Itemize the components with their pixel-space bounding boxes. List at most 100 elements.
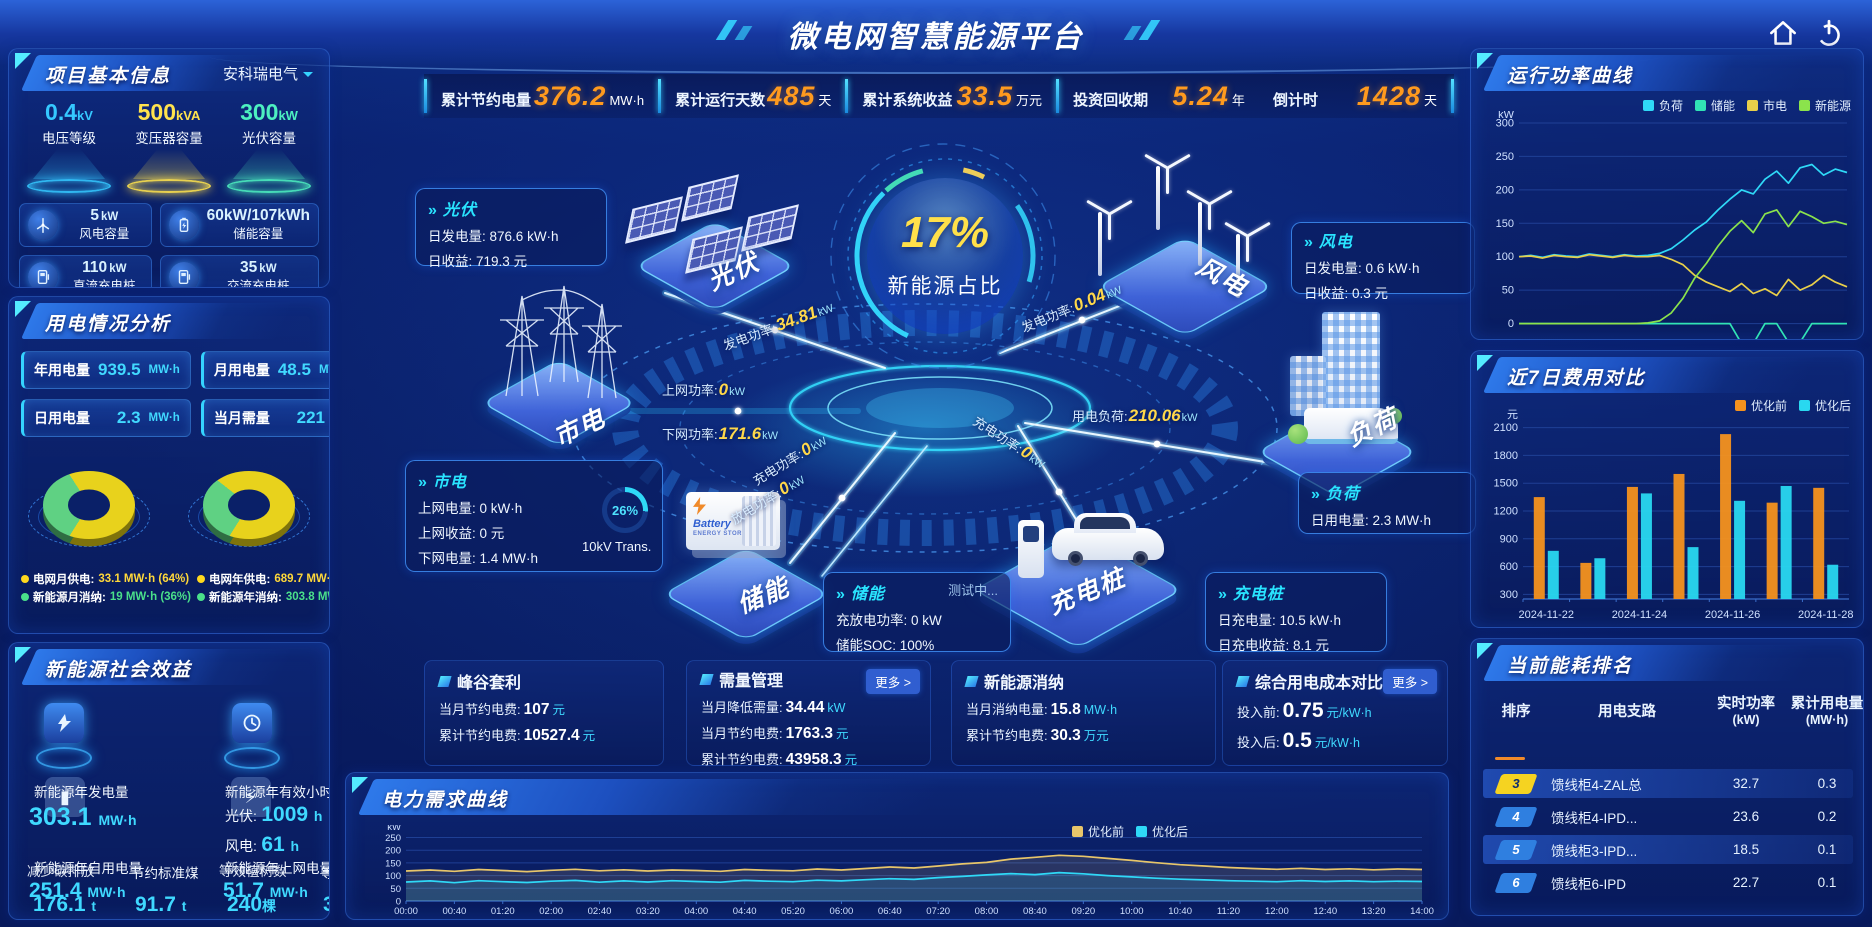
rank-badge: 5 [1494,839,1538,860]
diagram-decor [572,143,1293,579]
legend-grid-month: 电网月供电: 33.1 MW·h (64%) [21,571,191,587]
benefit-trees-value: 240棵 [227,893,277,916]
svg-text:04:00: 04:00 [684,906,708,917]
svg-text:02:40: 02:40 [588,906,612,917]
more-button[interactable]: 更多 > [866,669,920,694]
company-dropdown[interactable]: 安科瑞电气 [223,63,313,84]
legend-item: 优化后 [1798,397,1851,414]
panel-title: 当前能耗排名 [1507,656,1634,677]
svg-text:06:40: 06:40 [878,906,902,917]
panel-demand-curve: 电力需求曲线 优化前 优化后 250 200 150 100 50 0 kW 00:00 00:4… [345,772,1449,920]
legend-item: 负荷 [1642,97,1683,114]
svg-text:08:40: 08:40 [1023,906,1047,917]
panel-title: 运行功率曲线 [1507,66,1634,87]
supply-donuts [9,437,329,559]
kpi-icon [699,673,714,685]
kpi-demand-mgmt: 需量管理 更多 > 当月降低需量: 34.44 kW 当月节约电费: 1763.3 元累计… [686,660,931,768]
card-ac-charger: 35 kW 交流充电桩 [159,255,319,287]
legend-swatch [1071,826,1083,837]
svg-text:600: 600 [1500,561,1518,573]
flow-feed-in: 上网功率:0kW [662,380,745,399]
demand-legend: 优化前 优化后 [1071,823,1188,840]
charger-info-box: » 充电桩 日充电量: 10.5 kW·h 日充电收益: 8.1 元 [1205,572,1387,653]
svg-text:100: 100 [385,871,401,882]
donut-month [24,451,154,559]
ranking-row[interactable]: 6 馈线柜6-IPD 22.7 0.1 [1483,868,1853,897]
kpi-peak-valley: 峰谷套利 当月节约电费: 107 元累计节约电费: 10527.4 元 [424,660,664,766]
svg-text:250: 250 [1496,151,1514,163]
legend-renew-month: 新能源月消纳: 19 MW·h (36%) [21,589,191,605]
svg-text:kW: kW [387,825,401,833]
ranking-row[interactable]: 5 馈线柜3-IPD... 18.5 0.1 [1483,835,1853,864]
benefit-hours-label: 新能源年有效小时数 [225,785,329,800]
kpi-row: 当月节约电费: 107 元 [439,701,566,718]
power-icon[interactable] [1812,16,1846,50]
svg-text:0: 0 [396,897,401,908]
panel-title: 用电情况分析 [45,314,172,335]
ranking-rows: 3 馈线柜4-ZAL总 32.7 0.3 4 馈线柜4-IPD... 23.6 0.2 5 馈线柜… [1483,769,1853,901]
svg-text:200: 200 [385,846,401,857]
kpi-row: 当月降低需量: 34.44 kW [701,699,846,716]
svg-text:250: 250 [385,833,401,844]
ranking-scroll-indicator [1495,757,1525,760]
charging-pile-illustration [1018,520,1044,578]
benefit-cert-label: 等效绿证数 [321,862,329,883]
donut-legend: 电网月供电:33.1 MW·h (64%) 电网年供电:689.7 MW·h (… [9,559,329,605]
svg-text:08:00: 08:00 [975,906,999,917]
kpi-row: 累计节约电费: 10527.4 元 [439,727,596,744]
benefit-gen-value: 303.1 MW·h [29,803,137,831]
ranking-row[interactable]: 3 馈线柜4-ZAL总 32.7 0.3 [1483,769,1853,798]
donut-year [184,451,314,559]
hours-icon [221,703,283,769]
kpi-row: 累计节约电费: 30.3 万元 [966,727,1109,744]
card-storage-capacity: 60kW/107kWh 储能容量 [159,203,319,247]
svg-text:2024-11-26: 2024-11-26 [1705,609,1760,621]
svg-text:1200: 1200 [1494,506,1518,518]
legend-item: 市电 [1746,97,1787,114]
ranking-header: 排序 用电支路 实时功率 (kW) 累计用电量 (MW·h) [1501,696,1864,728]
panel-energy-ranking: 当前能耗排名 排序 用电支路 实时功率 (kW) 累计用电量 (MW·h) 3 馈线柜… [1470,638,1864,916]
kpi-icon [964,675,979,687]
svg-text:10:40: 10:40 [1168,906,1192,917]
svg-text:300: 300 [1500,589,1518,601]
legend-swatch [1734,400,1746,411]
svg-text:01:20: 01:20 [491,906,515,917]
home-icon[interactable] [1766,16,1800,50]
svg-text:200: 200 [1496,184,1514,196]
svg-text:150: 150 [385,858,401,869]
legend-swatch [1798,100,1810,111]
benefit-gen-label: 新能源年发电量 [34,785,129,800]
charger-icon [28,262,58,287]
wind-turbine-icon [28,210,58,240]
stat-year-usage: 年用电量 939.5 MW·h [21,351,191,389]
stat-energy-saved: 累计节约电量 376.2 MW·h [441,80,645,111]
kpi-stats-bar: 累计节约电量 376.2 MW·h 累计运行天数 485 天 累计系统收益 33.5… [424,74,1454,118]
svg-text:13:20: 13:20 [1362,906,1386,917]
pv-info-box: » 光伏 日发电量: 876.6 kW·h 日收益: 719.3 元 [415,188,607,269]
legend-swatch [1135,826,1147,837]
capacity-cones: 0.4kV 电压等级 500kVA 变压器容量 300kW 光伏容量 [9,91,329,193]
more-button[interactable]: 更多 > [1383,669,1437,694]
cost-compare-chart: 2100 1800 1500 1200 900 600 300 元 2024-11-22 2024… [1475,409,1861,626]
svg-text:14:00: 14:00 [1410,906,1434,917]
kpi-icon [437,675,452,687]
rank-badge: 3 [1494,773,1538,794]
benefit-self-value: 251.4 MW·h [29,879,126,902]
stat-countdown: 倒计时 1428 天 [1272,80,1437,111]
svg-text:0: 0 [1508,318,1514,330]
svg-text:1800: 1800 [1494,450,1518,462]
power-curve-chart: 300250200150100500-50kW00:0002:0004:0006… [1475,109,1861,339]
demand-curve-chart: 250 200 150 100 50 0 kW 00:00 00:40 01:20 02:00 02:… [364,822,1434,919]
kpi-row: 当月消纳电量: 15.8 MW·h [966,701,1118,718]
panel-project-info: 项目基本信息 安科瑞电气 0.4kV 电压等级 500kVA 变压器容量 300… [8,48,330,288]
kpi-icon [1235,675,1250,687]
svg-text:07:20: 07:20 [926,906,950,917]
renewable-share-label: 新能源占比 [887,275,1003,298]
svg-text:12:40: 12:40 [1313,906,1337,917]
ranking-row[interactable]: 4 馈线柜4-IPD... 23.6 0.2 [1483,802,1853,831]
benefit-carbon-value: 176.1 t [33,893,97,916]
svg-text:05:20: 05:20 [781,906,805,917]
